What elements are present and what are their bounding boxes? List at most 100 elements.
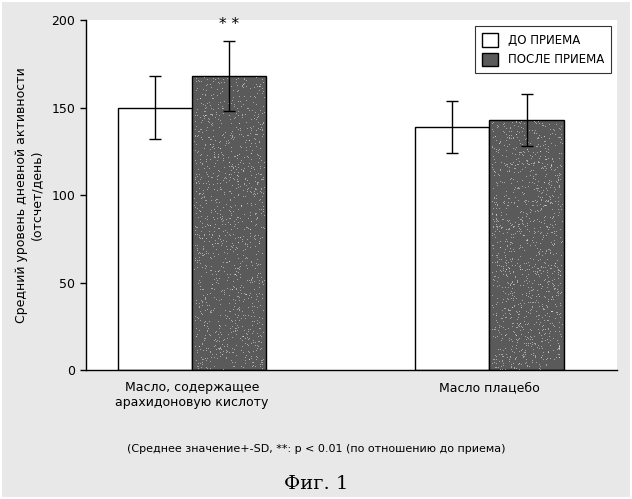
Point xyxy=(538,355,548,363)
Point xyxy=(210,113,221,121)
Point xyxy=(492,201,502,209)
Point xyxy=(495,322,506,330)
Point xyxy=(511,259,521,267)
Point xyxy=(233,218,243,226)
Point xyxy=(498,269,508,277)
Point xyxy=(243,225,253,233)
Point xyxy=(510,183,520,191)
Point xyxy=(547,191,557,199)
Point xyxy=(543,148,553,156)
Point xyxy=(490,227,500,235)
Point xyxy=(510,164,520,172)
Point xyxy=(229,270,240,278)
Point xyxy=(502,202,513,210)
Point xyxy=(517,140,527,148)
Point xyxy=(245,232,255,240)
Point xyxy=(228,96,238,104)
Point xyxy=(544,176,554,184)
Point xyxy=(202,81,212,89)
Point xyxy=(492,223,502,231)
Point xyxy=(210,196,220,204)
Point xyxy=(191,148,202,156)
Point xyxy=(514,334,524,342)
Point xyxy=(231,270,241,278)
Point xyxy=(246,126,256,134)
Point xyxy=(520,332,530,340)
Point xyxy=(214,250,224,258)
Point xyxy=(238,289,248,297)
Point xyxy=(233,239,243,247)
Point xyxy=(504,334,514,342)
Point xyxy=(213,166,223,174)
Point xyxy=(549,227,559,235)
Point xyxy=(233,125,243,133)
Point xyxy=(508,158,518,166)
Point xyxy=(511,364,521,372)
Point xyxy=(488,184,498,192)
Point xyxy=(257,84,267,92)
Point xyxy=(500,325,510,333)
Y-axis label: Средний уровень дневной активности
(отсчет/день): Средний уровень дневной активности (отсч… xyxy=(15,67,43,323)
Point xyxy=(490,211,501,219)
Point xyxy=(222,340,233,348)
Point xyxy=(509,302,519,310)
Point xyxy=(212,156,222,164)
Point xyxy=(536,263,546,271)
Point xyxy=(202,80,212,88)
Point xyxy=(205,155,215,163)
Point xyxy=(535,365,545,373)
Point xyxy=(530,175,540,183)
Point xyxy=(205,110,215,118)
Point xyxy=(504,357,514,365)
Point xyxy=(216,213,226,221)
Point xyxy=(199,237,209,245)
Point xyxy=(506,362,516,370)
Point xyxy=(246,139,257,147)
Point xyxy=(204,180,214,188)
Point xyxy=(493,122,503,130)
Point xyxy=(252,272,262,280)
Point xyxy=(516,127,526,135)
Point xyxy=(196,309,206,317)
Point xyxy=(196,227,206,235)
Point xyxy=(212,345,222,353)
Point xyxy=(209,150,219,158)
Point xyxy=(234,158,245,166)
Point xyxy=(549,355,559,363)
Point xyxy=(233,311,243,319)
Point xyxy=(255,344,265,352)
Point xyxy=(522,145,532,153)
Point xyxy=(552,263,562,271)
Point xyxy=(530,118,540,126)
Point xyxy=(538,164,548,172)
Point xyxy=(547,295,557,303)
Point xyxy=(534,328,544,336)
Point xyxy=(227,358,237,366)
Point xyxy=(515,215,525,223)
Point xyxy=(213,266,223,274)
Point xyxy=(215,186,225,194)
Point xyxy=(526,342,536,350)
Point xyxy=(205,347,216,355)
Point xyxy=(540,329,550,337)
Point xyxy=(510,145,520,153)
Point xyxy=(535,280,545,288)
Point xyxy=(528,161,538,169)
Point xyxy=(523,334,533,342)
Point xyxy=(504,309,514,317)
Point xyxy=(258,118,268,126)
Point xyxy=(252,214,262,222)
Point xyxy=(542,222,552,230)
Point xyxy=(227,131,237,139)
Point xyxy=(220,311,230,319)
Point xyxy=(190,342,200,350)
Point xyxy=(226,209,236,217)
Point xyxy=(506,127,516,135)
Point xyxy=(529,229,539,237)
Point xyxy=(231,165,241,173)
Point xyxy=(557,238,567,246)
Point xyxy=(212,150,222,158)
Point xyxy=(554,170,564,178)
Point xyxy=(224,131,234,139)
Point xyxy=(511,127,521,135)
